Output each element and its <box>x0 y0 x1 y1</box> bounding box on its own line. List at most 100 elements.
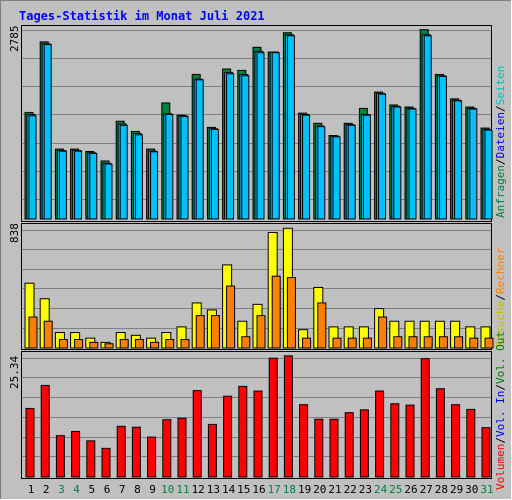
bar-seiten-day-6 <box>104 163 113 220</box>
day-label-30: 30 <box>465 483 478 496</box>
panel-volume-bars <box>25 355 491 478</box>
day-label-12: 12 <box>192 483 205 496</box>
bar-seiten-day-5 <box>89 153 98 220</box>
bar-rechner-day-7 <box>119 339 129 349</box>
chart-title: Tages-Statistik im Monat Juli 2021 <box>19 9 265 23</box>
bar-rechner-day-21 <box>332 337 342 349</box>
bar-seiten-day-24 <box>378 93 387 220</box>
legend-top-part-4: Seiten <box>494 66 507 106</box>
requests-max-label: 2785 <box>8 26 21 53</box>
legend-visits: Besuche/Rechner <box>494 247 507 347</box>
bar-seiten-day-15 <box>241 75 250 220</box>
day-label-27: 27 <box>420 483 433 496</box>
bar-rechner-day-23 <box>362 337 372 349</box>
legend-bottom-part-4: Vol. Out <box>494 331 507 384</box>
bar-seiten-day-27 <box>423 35 432 220</box>
day-label-13: 13 <box>207 483 220 496</box>
bar-volumen-day-22 <box>344 412 354 478</box>
day-label-7: 7 <box>119 483 126 496</box>
volume-max-label: 25.34 <box>8 356 21 389</box>
bar-rechner-day-12 <box>195 315 205 349</box>
bar-seiten-day-13 <box>210 128 219 220</box>
day-label-31: 31 <box>480 483 493 496</box>
bar-seiten-day-26 <box>408 108 417 220</box>
day-label-6: 6 <box>104 483 111 496</box>
legend-middle-part-1: / <box>494 294 507 301</box>
bar-seiten-day-12 <box>195 79 204 220</box>
bar-seiten-day-14 <box>226 73 235 220</box>
bar-volumen-day-17 <box>268 357 278 478</box>
bar-seiten-day-17 <box>271 52 280 220</box>
x-axis-day-labels: 1 2 3 4 5 6 7 8 9 10 11 12 13 14 15 16 17 18 19 20 21 22 23 24 2… <box>28 483 494 496</box>
bar-rechner-day-5 <box>89 341 99 349</box>
bar-rechner-day-9 <box>150 341 160 349</box>
bar-volumen-day-31 <box>481 427 491 478</box>
bar-volumen-day-4 <box>71 430 81 478</box>
day-label-21: 21 <box>328 483 341 496</box>
legend-top-part-3: / <box>494 105 507 112</box>
day-label-22: 22 <box>344 483 357 496</box>
legend-bottom-part-1: / <box>494 437 507 444</box>
bar-volumen-day-21 <box>329 418 339 478</box>
day-label-14: 14 <box>222 483 236 496</box>
bar-seiten-day-29 <box>454 100 463 220</box>
panel-requests-bars <box>24 29 493 220</box>
bar-volumen-day-15 <box>238 385 248 478</box>
bar-seiten-day-21 <box>332 136 341 220</box>
bar-rechner-day-24 <box>378 316 388 349</box>
bar-volumen-day-19 <box>299 404 309 478</box>
day-label-23: 23 <box>359 483 372 496</box>
day-label-28: 28 <box>435 483 448 496</box>
bar-seiten-day-9 <box>150 151 159 220</box>
bar-volumen-day-3 <box>55 435 65 478</box>
bar-seiten-day-31 <box>484 129 493 220</box>
bar-rechner-day-19 <box>302 337 312 349</box>
day-label-11: 11 <box>176 483 189 496</box>
legend-top-part-2: Dateien <box>494 112 507 158</box>
legend-middle-part-2: Rechner <box>494 247 507 294</box>
bar-seiten-day-30 <box>469 108 478 220</box>
bar-seiten-day-28 <box>438 75 447 220</box>
legend-bottom-part-2: Vol. In <box>494 391 507 437</box>
visits-max-label: 838 <box>8 223 21 243</box>
bar-rechner-day-25 <box>393 336 403 349</box>
bar-volumen-day-13 <box>207 423 217 478</box>
bar-seiten-day-11 <box>180 116 189 220</box>
day-label-29: 29 <box>450 483 463 496</box>
bar-seiten-day-4 <box>74 150 83 220</box>
day-label-5: 5 <box>88 483 95 496</box>
legend-bottom-part-3: / <box>494 384 507 391</box>
bar-rechner-day-14 <box>226 285 236 349</box>
bar-volumen-day-25 <box>390 403 400 478</box>
bar-rechner-day-8 <box>134 339 144 349</box>
bar-rechner-day-2 <box>43 320 53 349</box>
bar-volumen-day-30 <box>466 408 476 478</box>
bar-volumen-day-12 <box>192 390 202 478</box>
legend-requests: Anfragen/Dateien/Seiten <box>494 66 507 218</box>
bar-seiten-day-23 <box>362 114 371 220</box>
bar-volumen-day-10 <box>162 419 172 478</box>
bar-rechner-day-4 <box>74 339 84 349</box>
bar-seiten-day-10 <box>165 113 174 220</box>
day-label-24: 24 <box>374 483 388 496</box>
day-label-9: 9 <box>149 483 156 496</box>
day-label-18: 18 <box>283 483 296 496</box>
bar-volumen-day-26 <box>405 404 415 478</box>
day-label-16: 16 <box>252 483 265 496</box>
bar-rechner-day-31 <box>484 337 494 349</box>
bar-volumen-day-27 <box>420 358 430 478</box>
day-label-17: 17 <box>268 483 281 496</box>
bar-seiten-day-18 <box>286 35 295 220</box>
bar-rechner-day-16 <box>256 315 266 349</box>
bar-seiten-day-8 <box>134 134 143 220</box>
legend-top-part-1: / <box>494 158 507 165</box>
bar-rechner-day-26 <box>408 336 418 349</box>
panel-visits-bars <box>24 227 494 349</box>
day-label-4: 4 <box>73 483 80 496</box>
legend-middle-part-0: Besuche <box>494 301 507 347</box>
bar-volumen-day-8 <box>131 426 141 478</box>
bar-rechner-day-10 <box>165 339 175 349</box>
day-label-26: 26 <box>404 483 417 496</box>
bar-rechner-day-22 <box>347 337 357 349</box>
bar-rechner-day-20 <box>317 302 327 349</box>
